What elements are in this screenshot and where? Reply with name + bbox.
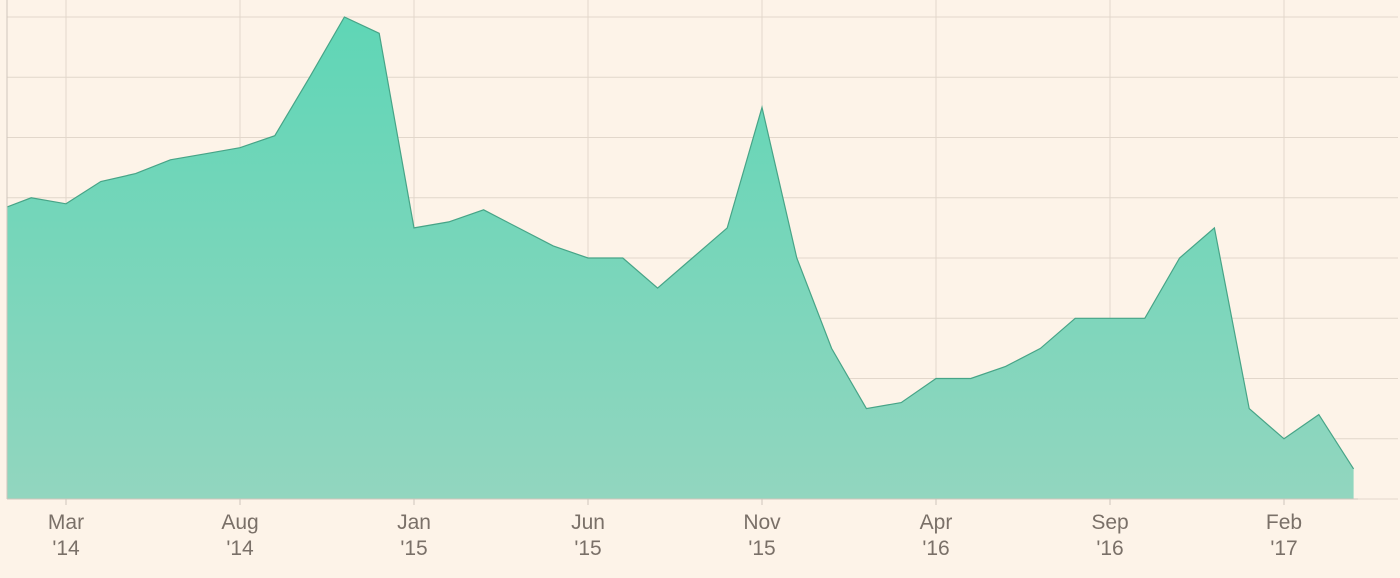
x-tick-label: Jun '15 xyxy=(571,511,605,560)
x-tick-label: Sep '16 xyxy=(1091,511,1128,560)
x-axis: Mar '14 Aug '14 Jan '15 Jun '15 Nov '15 Apr '16 Sep '… xyxy=(48,499,1302,560)
x-tick-label: Mar '14 xyxy=(48,511,84,560)
x-tick-label: Jan '15 xyxy=(397,511,431,560)
area-line xyxy=(7,16,1355,470)
x-tick-label: Nov '15 xyxy=(743,511,781,560)
plot-area xyxy=(7,16,1355,499)
x-tick-label: Aug '14 xyxy=(221,511,258,560)
area xyxy=(7,17,1354,499)
x-tick-label: Apr '16 xyxy=(920,511,953,560)
x-tick-label: Feb '17 xyxy=(1266,511,1302,560)
